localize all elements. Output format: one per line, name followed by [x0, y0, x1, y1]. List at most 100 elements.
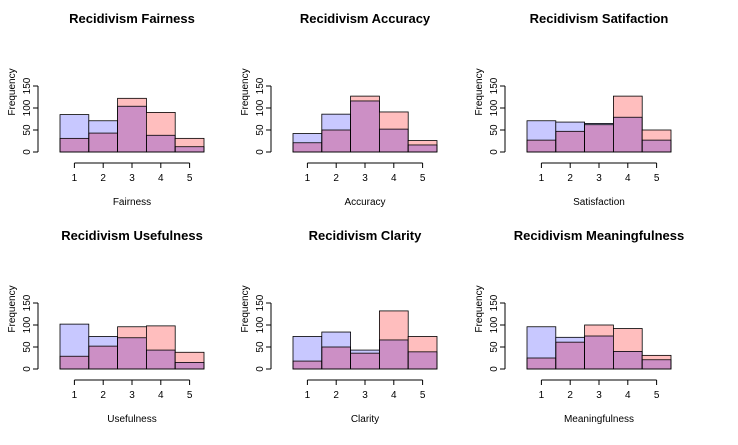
x-tick-label: 4 [158, 173, 164, 184]
y-axis-label: Frequency [7, 285, 18, 332]
y-tick-label: 100 [255, 99, 266, 116]
x-tick-label: 3 [596, 390, 602, 401]
histogram-panel: Recidivism Clarity Frequency 0 50 100 150 1 2 3 4… [240, 228, 438, 425]
y-tick-label: 50 [489, 124, 500, 136]
x-tick-label: 1 [72, 173, 78, 184]
y-tick-label: 100 [489, 316, 500, 333]
bar-overlap [321, 130, 351, 152]
bar-segment-series-b [175, 138, 204, 147]
bar-outline-series-b [407, 336, 438, 370]
x-tick-label: 2 [567, 173, 573, 184]
y-tick-label: 50 [255, 124, 266, 136]
bar-overlap [584, 124, 614, 152]
bar-segment-series-a [60, 324, 89, 357]
x-tick-label: 1 [539, 173, 545, 184]
bar-segment-series-a [321, 332, 351, 347]
x-tick-label: 5 [187, 390, 193, 401]
bar-segment-series-b [408, 336, 437, 352]
bar-overlap [613, 351, 643, 369]
y-tick-label: 0 [22, 149, 33, 155]
bar-segment-series-b [146, 112, 176, 136]
y-tick-label: 50 [22, 341, 33, 353]
x-tick-label: 5 [654, 173, 660, 184]
x-tick-label: 2 [333, 390, 339, 401]
bar-segment-series-b [175, 352, 204, 363]
y-tick-label: 150 [489, 77, 500, 94]
bar-outline-series-b [613, 95, 643, 153]
bar-segment-series-a [293, 336, 322, 362]
bar-segment-series-b [408, 140, 437, 145]
bar-overlap [584, 336, 614, 369]
x-axis-label: Usefulness [107, 414, 156, 425]
chart-title: Recidivism Accuracy [300, 11, 431, 26]
y-tick-label: 150 [255, 294, 266, 311]
x-tick-label: 3 [362, 173, 368, 184]
bar-overlap [555, 342, 585, 369]
x-tick-label: 5 [654, 390, 660, 401]
y-tick-label: 0 [255, 149, 266, 155]
y-tick-label: 50 [489, 341, 500, 353]
bar-overlap [60, 356, 89, 369]
x-tick-label: 2 [333, 173, 339, 184]
bar-overlap [527, 140, 556, 152]
y-tick-label: 150 [255, 77, 266, 94]
bar-segment-series-a [293, 133, 322, 143]
chart-title: Recidivism Fairness [69, 11, 195, 26]
bar-segment-series-b [642, 130, 671, 141]
y-axis-label: Frequency [474, 285, 485, 332]
x-tick-label: 4 [391, 390, 397, 401]
x-tick-label: 2 [100, 390, 106, 401]
chart-title: Recidivism Clarity [309, 228, 422, 243]
x-tick-label: 4 [391, 173, 397, 184]
bar-outline-series-b [145, 112, 176, 153]
x-axis-label: Accuracy [344, 197, 385, 208]
bar-overlap [175, 146, 204, 152]
bar-segment-series-a [555, 122, 585, 132]
bar-overlap [146, 135, 176, 152]
y-tick-label: 0 [22, 366, 33, 372]
bar-outline-series-b [378, 111, 409, 153]
bar-segment-series-b [146, 325, 176, 351]
histogram-panel: Recidivism Satifaction Frequency 0 50 100 150… [474, 11, 672, 208]
bar-segment-series-a [88, 336, 118, 347]
bar-overlap [527, 358, 556, 369]
bar-overlap [555, 131, 585, 152]
y-tick-label: 0 [489, 366, 500, 372]
bar-segment-series-b [584, 325, 614, 336]
bar-outline-series-b [641, 354, 672, 370]
x-tick-label: 2 [100, 173, 106, 184]
bar-segment-series-b [350, 96, 380, 101]
histogram-panel: Recidivism Meaningfulness Frequency 0 50 100… [474, 228, 684, 425]
y-axis-label: Frequency [474, 68, 485, 115]
bar-segment-series-a [321, 114, 351, 130]
bar-overlap [350, 353, 380, 369]
bar-segment-series-a [60, 114, 89, 139]
x-tick-label: 1 [539, 390, 545, 401]
bar-overlap [642, 140, 671, 152]
y-tick-label: 150 [489, 294, 500, 311]
x-tick-label: 2 [567, 390, 573, 401]
bar-segment-series-b [117, 326, 147, 338]
bar-overlap [408, 351, 437, 369]
x-axis-label: Clarity [351, 414, 379, 425]
x-tick-label: 1 [72, 390, 78, 401]
y-tick-label: 0 [255, 366, 266, 372]
y-tick-label: 100 [22, 99, 33, 116]
chart-title: Recidivism Usefulness [61, 228, 203, 243]
histogram-panel: Recidivism Accuracy Frequency 0 50 100 150 1 2 3… [240, 11, 438, 208]
bar-segment-series-a [88, 120, 118, 134]
x-tick-label: 5 [420, 173, 426, 184]
x-tick-label: 3 [596, 173, 602, 184]
bar-outline-series-b [174, 351, 205, 370]
bar-segment-series-b [613, 328, 643, 352]
bar-overlap [117, 106, 147, 152]
x-tick-label: 3 [362, 390, 368, 401]
x-tick-label: 3 [129, 173, 135, 184]
bar-segment-series-a [584, 123, 614, 125]
chart-title: Recidivism Meaningfulness [514, 228, 685, 243]
x-tick-label: 4 [625, 390, 631, 401]
bar-outline-series-b [613, 328, 643, 370]
bar-segment-series-a [527, 120, 556, 141]
x-tick-label: 3 [129, 390, 135, 401]
bar-outline-series-b [641, 129, 672, 153]
